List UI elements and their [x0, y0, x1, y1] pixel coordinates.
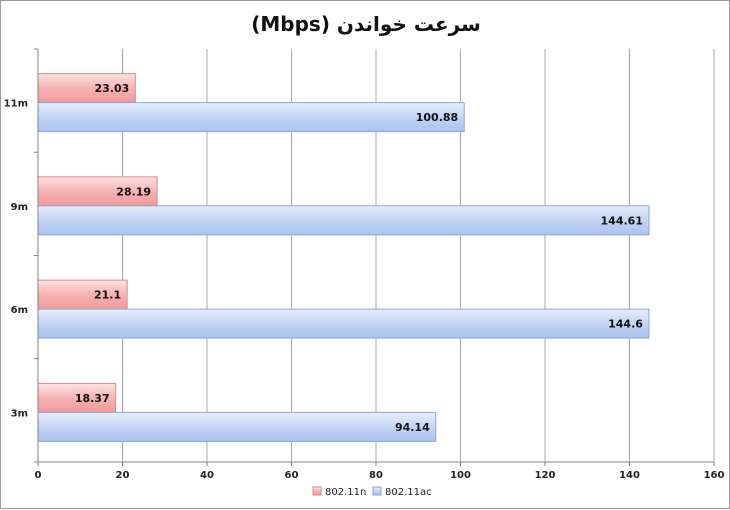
data-label: 21.1 [94, 289, 121, 302]
data-label: 18.37 [75, 392, 110, 405]
legend-label: 802.11n [325, 487, 366, 498]
bar-802-11ac [37, 205, 650, 236]
chart-title: سرعت خواندن (Mbps) [251, 12, 481, 36]
bar-802-11n [37, 382, 117, 413]
x-tick-label: 60 [285, 470, 299, 481]
data-label: 94.14 [395, 421, 430, 434]
bar-802-11ac [37, 411, 437, 442]
category-label: 3m [11, 408, 28, 419]
bar-802-11ac [37, 308, 650, 339]
category-label: 9m [11, 202, 28, 213]
category-label: 6m [11, 305, 28, 316]
x-tick-label: 0 [35, 470, 42, 481]
axes-group: 0 20 40 60 80 100 120 140 160 3m 6m 9m 11m [4, 48, 725, 481]
x-tick-label: 120 [535, 470, 556, 481]
bar-802-11ac [37, 102, 465, 133]
x-tick-label: 160 [704, 470, 725, 481]
legend-swatch [312, 486, 322, 496]
data-label: 23.03 [95, 82, 130, 95]
x-tick-label: 40 [200, 470, 214, 481]
x-tick-label: 80 [369, 470, 383, 481]
legend-swatch [372, 486, 382, 496]
bars-group: 18.37 94.14 21.1 144.6 28.19 144.61 23.03 100.8… [37, 73, 650, 442]
x-tick-label: 20 [116, 470, 130, 481]
data-label: 144.6 [608, 318, 643, 331]
data-label: 100.88 [416, 111, 458, 124]
data-label: 28.19 [116, 185, 151, 198]
legend: 802.11n 802.11ac [312, 486, 432, 498]
legend-label: 802.11ac [385, 487, 432, 498]
x-tick-label: 140 [619, 470, 640, 481]
x-tick-label: 100 [450, 470, 471, 481]
data-label: 144.61 [601, 214, 643, 227]
category-label: 11m [4, 99, 28, 110]
